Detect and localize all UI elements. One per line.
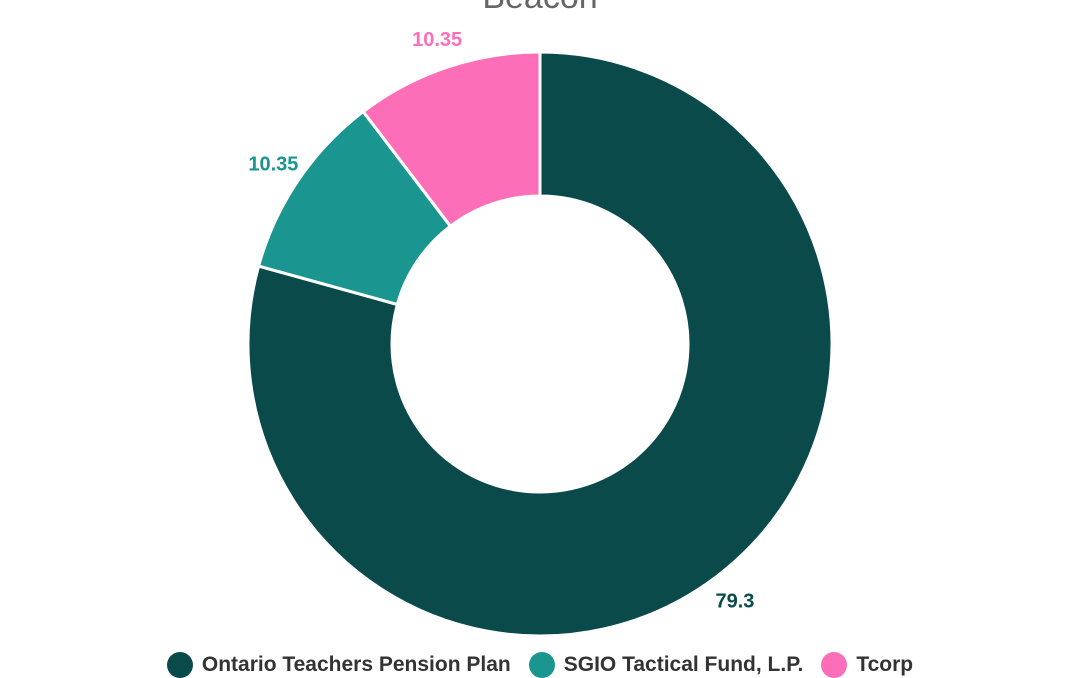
data-label-2: 10.35: [412, 29, 462, 51]
legend-label-1: SGIO Tactical Fund, L.P.: [563, 653, 804, 676]
legend-swatch-2: [821, 652, 848, 678]
legend: Ontario Teachers Pension Plan SGIO Tactic…: [0, 652, 1080, 678]
legend-swatch-1: [528, 652, 555, 678]
donut-slice-0[interactable]: [246, 50, 834, 638]
chart-title: Beacon: [0, 0, 1080, 17]
legend-item-1[interactable]: SGIO Tactical Fund, L.P.: [528, 652, 804, 678]
legend-label-2: Tcorp: [856, 653, 914, 676]
donut-slice-2[interactable]: [361, 50, 542, 229]
legend-label-0: Ontario Teachers Pension Plan: [201, 653, 511, 676]
data-label-0: 79.3: [715, 590, 754, 612]
legend-swatch-0: [166, 652, 193, 678]
legend-item-0[interactable]: Ontario Teachers Pension Plan: [166, 652, 511, 678]
data-label-1: 10.35: [248, 153, 298, 175]
legend-item-2[interactable]: Tcorp: [821, 652, 913, 678]
